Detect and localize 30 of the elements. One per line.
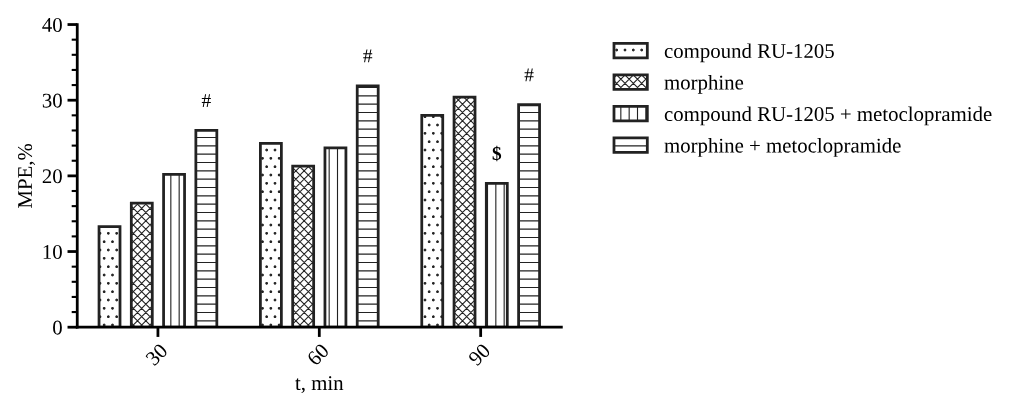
bar: [291, 164, 316, 328]
bar: [97, 225, 122, 328]
bar: [420, 113, 445, 328]
x-tick-label: 60: [306, 342, 330, 367]
bar: [484, 182, 509, 328]
y-tick-label: 0: [53, 320, 62, 335]
x-tick-label: 90: [467, 342, 492, 367]
bar: [162, 172, 186, 328]
bar: [323, 146, 348, 328]
legend-label: morphine + metoclopramide: [664, 137, 901, 157]
x-axis-title: t, min: [295, 376, 344, 394]
bar: [129, 201, 154, 328]
y-tick-label: 30: [42, 93, 62, 108]
bar: [517, 103, 541, 328]
annotation: $: [492, 145, 502, 162]
y-tick-label: 40: [42, 17, 62, 32]
bar: [194, 129, 219, 328]
legend-label: compound RU-1205 + metoclopramide: [664, 106, 992, 126]
bar: [355, 84, 380, 328]
bar: [452, 95, 477, 328]
y-axis-title: MPE,%: [17, 143, 36, 208]
annotation: #: [363, 49, 373, 63]
y-tick-label: 10: [43, 244, 62, 259]
annotation: #: [524, 68, 534, 82]
legend-label: morphine: [664, 74, 744, 94]
y-tick-label: 20: [42, 169, 62, 184]
annotation: #: [201, 94, 211, 107]
legend-label: compound RU-1205: [664, 43, 834, 63]
bar: [259, 141, 283, 328]
x-tick-label: 30: [145, 342, 169, 367]
